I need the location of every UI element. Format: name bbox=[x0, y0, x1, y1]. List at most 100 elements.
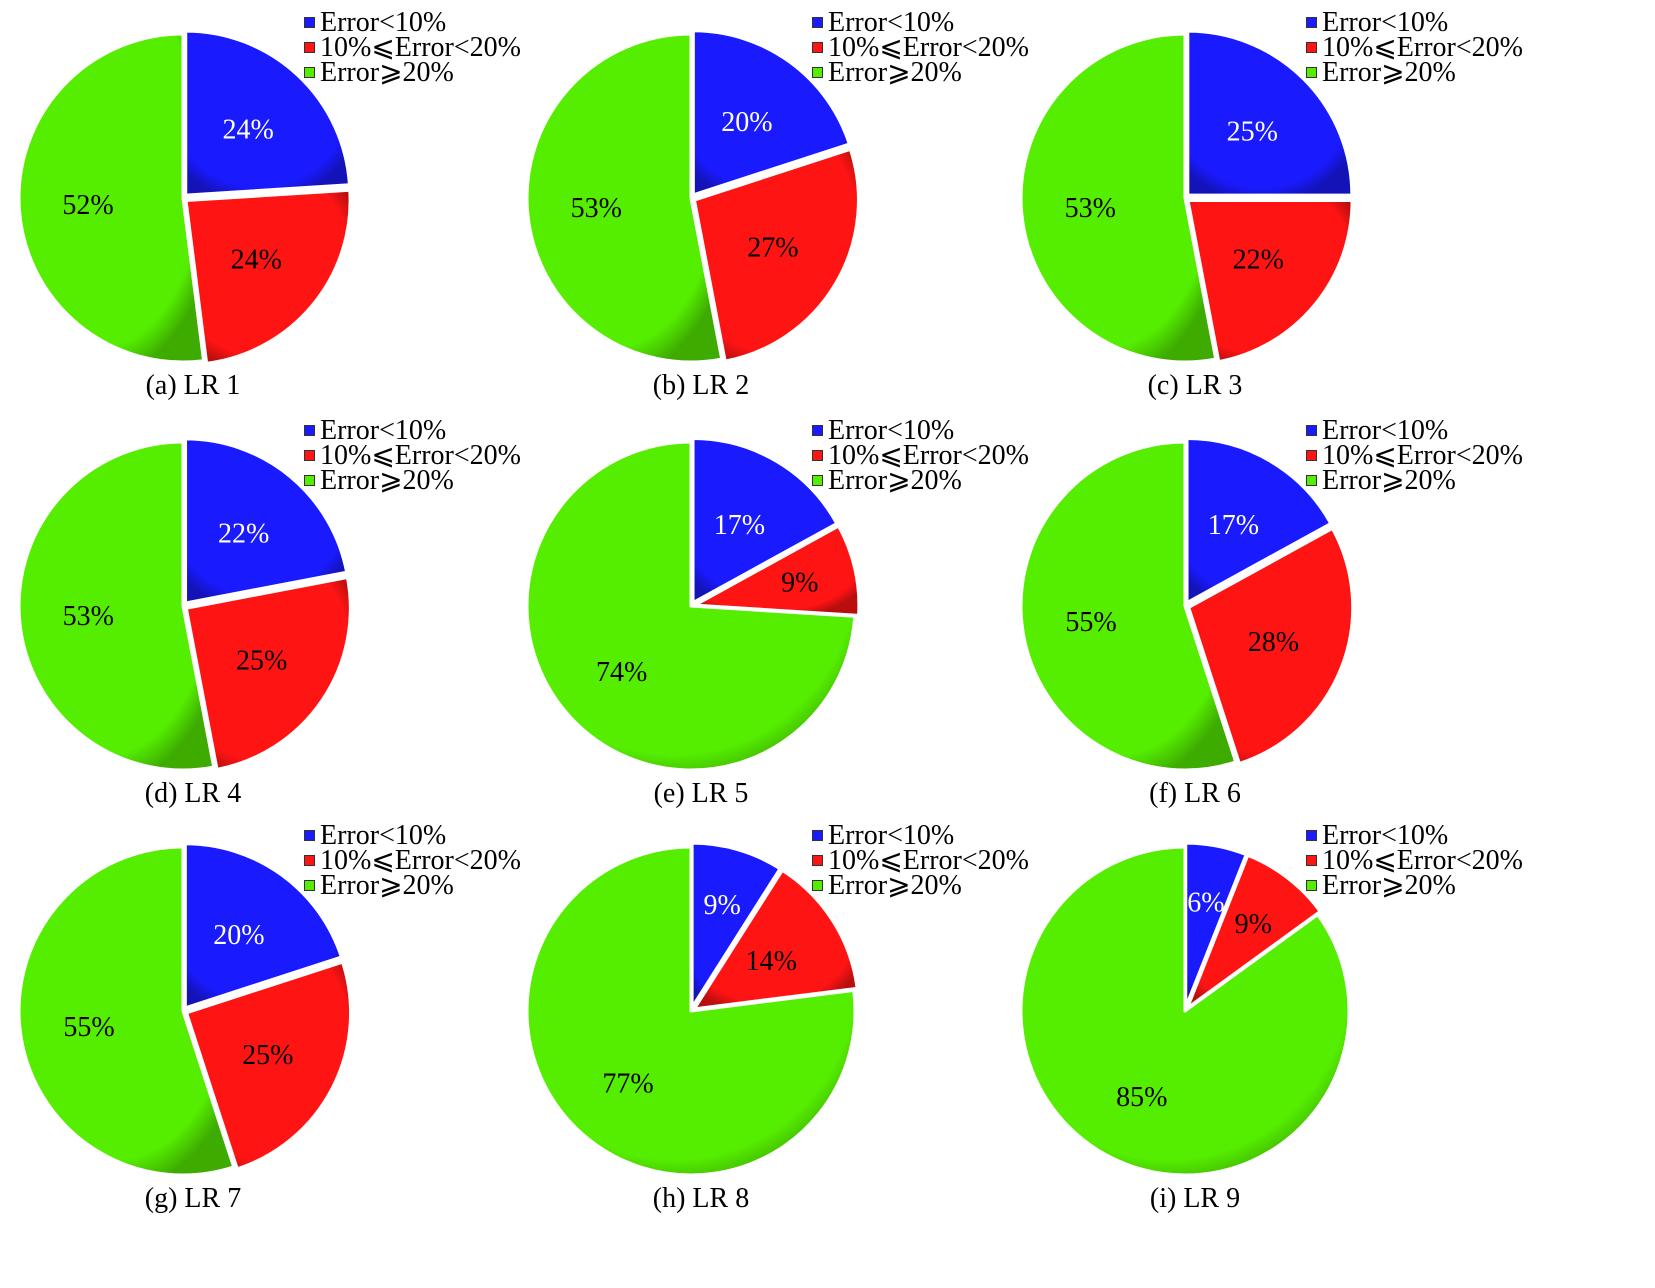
pie-panel: 24% 24% 52% Error<10% 10%⩽Error<20% Error⩾20%… bbox=[10, 9, 550, 458]
legend-label: Error<10% bbox=[320, 7, 447, 38]
slice-error-over-20 bbox=[525, 32, 724, 364]
legend-swatch bbox=[1306, 855, 1317, 866]
slice-error-under-10 bbox=[691, 29, 851, 197]
legend-swatch bbox=[304, 450, 315, 461]
legend-label: Error⩾20% bbox=[1322, 465, 1456, 496]
legend-swatch bbox=[304, 42, 315, 53]
legend: Error<10% 10%⩽Error<20% Error⩾20% bbox=[812, 7, 1029, 87]
legend-swatch bbox=[1306, 830, 1317, 841]
pie-chart: 24% 24% 52% bbox=[17, 29, 352, 365]
legend-label: 10%⩽Error<20% bbox=[828, 440, 1029, 471]
legend-item: 10%⩽Error<20% bbox=[304, 442, 521, 470]
legend-swatch bbox=[812, 17, 823, 28]
legend-label: 10%⩽Error<20% bbox=[1322, 32, 1523, 63]
legend-label: Error⩾20% bbox=[320, 870, 454, 901]
slice-label: 9% bbox=[1235, 909, 1272, 940]
pie-panel: 17% 9% 74% Error<10% 10%⩽Error<20% Error⩾20%(… bbox=[518, 417, 1058, 866]
legend-swatch bbox=[304, 855, 315, 866]
slice-label: 22% bbox=[218, 519, 269, 550]
legend-item: Error⩾20% bbox=[304, 465, 521, 496]
legend-swatch bbox=[1306, 880, 1317, 891]
slice-label: 6% bbox=[1187, 887, 1224, 918]
pie-chart: 20% 27% 53% bbox=[525, 29, 860, 364]
legend-label: 10%⩽Error<20% bbox=[320, 32, 521, 63]
pie-chart: 17% 28% 55% bbox=[1019, 437, 1355, 772]
legend-label: Error⩾20% bbox=[320, 465, 454, 496]
legend-item: 10%⩽Error<20% bbox=[812, 845, 1029, 876]
panel-caption: (h) LR 8 bbox=[652, 1183, 750, 1214]
slice-error-10-to-20 bbox=[184, 576, 352, 771]
legend-swatch bbox=[1306, 67, 1317, 78]
slice-label: 22% bbox=[1233, 245, 1284, 276]
slice-error-10-to-20 bbox=[1187, 526, 1355, 765]
slice-error-over-20 bbox=[525, 440, 857, 772]
legend-label: Error<10% bbox=[320, 820, 447, 851]
legend-label: Error<10% bbox=[828, 7, 955, 38]
legend-item: Error⩾20% bbox=[812, 59, 1029, 87]
legend-item: Error<10% bbox=[304, 7, 521, 38]
panel-caption: (f) LR 6 bbox=[1149, 778, 1241, 809]
slice-error-under-10 bbox=[184, 437, 349, 605]
slice-error-over-20 bbox=[17, 440, 216, 772]
panel-caption: (d) LR 4 bbox=[144, 778, 242, 809]
pie-panel: 20% 27% 53% Error<10% 10%⩽Error<20% Error⩾20%… bbox=[518, 9, 1058, 458]
legend-item: Error<10% bbox=[1306, 9, 1523, 37]
slice-label: 77% bbox=[602, 1068, 653, 1099]
legend-swatch bbox=[812, 67, 823, 78]
slice-error-10-to-20 bbox=[692, 868, 859, 1011]
slice-error-10-to-20 bbox=[692, 147, 860, 363]
slice-label: 14% bbox=[746, 946, 797, 977]
legend-label: Error⩾20% bbox=[828, 870, 962, 901]
legend-item: Error⩾20% bbox=[812, 465, 1029, 496]
legend-item: Error⩾20% bbox=[812, 870, 1029, 901]
legend-item: Error⩾20% bbox=[304, 57, 521, 88]
legend-swatch bbox=[812, 42, 823, 53]
legend-label: 10%⩽Error<20% bbox=[828, 845, 1029, 876]
panel-caption: (i) LR 9 bbox=[1149, 1183, 1241, 1214]
legend-swatch bbox=[812, 475, 823, 486]
slice-error-over-20 bbox=[1019, 440, 1238, 772]
legend-swatch bbox=[304, 67, 315, 78]
slice-label: 27% bbox=[747, 232, 798, 263]
legend: Error<10% 10%⩽Error<20% Error⩾20% bbox=[1306, 822, 1523, 900]
slice-error-10-to-20 bbox=[1186, 199, 1354, 364]
slice-label: 53% bbox=[1065, 193, 1116, 224]
slice-error-under-10 bbox=[183, 842, 343, 1010]
legend-item: Error<10% bbox=[812, 417, 1029, 445]
legend-item: Error<10% bbox=[1306, 417, 1523, 445]
pie-panel: 25% 22% 53% Error<10% 10%⩽Error<20% Error⩾20%… bbox=[1012, 9, 1552, 458]
legend-item: 10%⩽Error<20% bbox=[812, 34, 1029, 62]
slice-label: 28% bbox=[1248, 627, 1299, 658]
slice-label: 17% bbox=[1208, 510, 1259, 541]
legend-label: 10%⩽Error<20% bbox=[320, 845, 521, 876]
legend: Error<10% 10%⩽Error<20% Error⩾20% bbox=[304, 417, 521, 496]
legend-swatch bbox=[304, 17, 315, 28]
slice-error-under-10 bbox=[1185, 437, 1333, 605]
panel-caption: (e) LR 5 bbox=[653, 778, 749, 809]
panel-caption: (a) LR 1 bbox=[145, 370, 241, 401]
legend-item: Error<10% bbox=[812, 820, 1029, 851]
panel-caption: (c) LR 3 bbox=[1147, 370, 1243, 401]
slice-label: 24% bbox=[231, 245, 282, 276]
legend-item: Error<10% bbox=[304, 820, 521, 851]
legend-swatch bbox=[812, 450, 823, 461]
slice-label: 9% bbox=[703, 890, 740, 921]
slice-error-under-10 bbox=[690, 841, 782, 1009]
legend-swatch bbox=[812, 855, 823, 866]
legend-label: Error⩾20% bbox=[828, 465, 962, 496]
pie-chart: 22% 25% 53% bbox=[17, 437, 352, 772]
slice-error-over-20 bbox=[1019, 32, 1218, 364]
slice-label: 55% bbox=[63, 1012, 114, 1043]
legend-swatch bbox=[304, 425, 315, 436]
legend-item: Error⩾20% bbox=[1306, 872, 1523, 900]
slice-label: 53% bbox=[571, 193, 622, 224]
legend-label: 10%⩽Error<20% bbox=[1322, 440, 1523, 471]
legend-swatch bbox=[304, 475, 315, 486]
slice-label: 20% bbox=[213, 920, 264, 951]
slice-error-over-20 bbox=[525, 845, 857, 1177]
legend-item: 10%⩽Error<20% bbox=[1306, 440, 1523, 471]
slice-label: 25% bbox=[242, 1040, 293, 1071]
legend-label: Error⩾20% bbox=[320, 57, 454, 88]
legend-label: Error<10% bbox=[828, 820, 955, 851]
legend-swatch bbox=[812, 880, 823, 891]
